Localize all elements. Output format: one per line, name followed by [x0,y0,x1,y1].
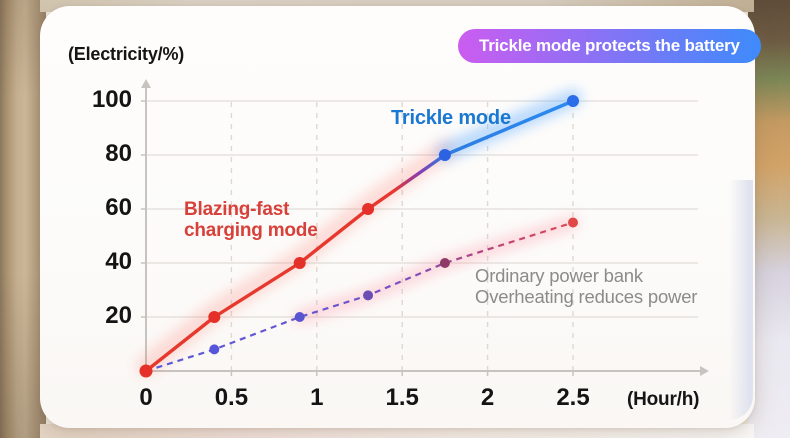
trickle-mode-label: Trickle mode [391,107,511,129]
x-tick-label: 1 [310,384,324,411]
ordinary-power-bank-label: Ordinary power bank Overheating reduces … [475,265,697,307]
blazing-fast-label-line1: Blazing-fast [184,199,290,220]
x-tick-label: 0.5 [214,384,249,411]
blazing-fast-label: Blazing-fast charging mode [184,199,318,241]
x-tick-label: 1.5 [385,384,419,411]
y-tick-label: 60 [105,194,132,221]
card-right-sheen [729,180,753,420]
blazing-fast-label-line2: charging mode [184,220,318,241]
x-tick-label: 0 [139,384,153,411]
ordinary-label-line1: Ordinary power bank [475,265,643,286]
blurred-photo-right-edge [748,0,790,438]
ordinary-label-line2: Overheating reduces power [475,286,698,307]
y-tick-label: 40 [105,248,132,275]
x-axis-title: (Hour/h) [627,389,700,410]
blurred-photo-left-edge [0,0,46,438]
x-tick-label: 2 [480,384,495,411]
y-tick-label: 80 [105,140,132,167]
badge-trickle-protects: Trickle mode protects the battery [458,29,761,63]
y-tick-label: 100 [91,86,132,113]
y-tick-label: 20 [105,302,132,329]
x-tick-label: 2.5 [556,384,590,411]
y-axis-title: (Electricity/%) [68,44,185,64]
